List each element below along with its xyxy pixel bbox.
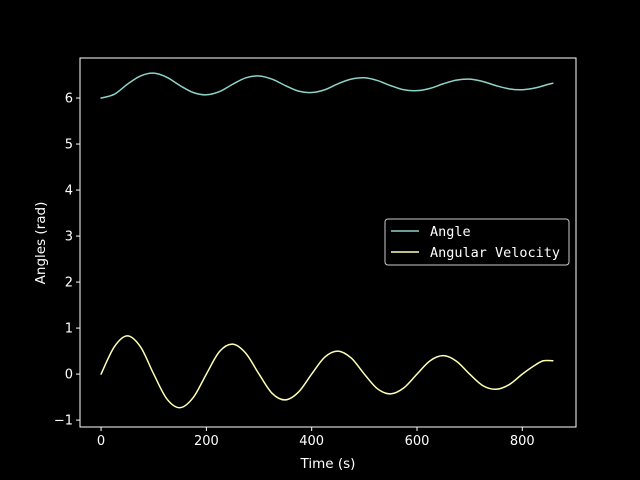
series-line-angle bbox=[100, 72, 554, 99]
legend-label-angular-velocity: Angular Velocity bbox=[430, 245, 560, 261]
x-tick-label: 0 bbox=[97, 434, 105, 449]
y-axis-ticks: −1 0 1 2 3 4 5 6 bbox=[54, 92, 80, 429]
plot-lines bbox=[100, 72, 554, 409]
x-axis-label: Time (s) bbox=[300, 456, 356, 472]
legend-box bbox=[384, 218, 570, 266]
y-tick-label: −1 bbox=[54, 414, 73, 429]
series-line-angular-velocity bbox=[100, 335, 554, 409]
y-tick-label: 4 bbox=[65, 184, 73, 199]
x-tick-label: 800 bbox=[510, 434, 535, 449]
y-tick-label: 1 bbox=[65, 322, 73, 337]
y-tick-label: 5 bbox=[65, 138, 73, 153]
plot-frame bbox=[79, 57, 577, 428]
y-axis-label: Angles (rad) bbox=[33, 202, 49, 285]
legend: Angle Angular Velocity bbox=[384, 218, 570, 266]
y-tick-label: 0 bbox=[65, 368, 73, 383]
y-tick-label: 6 bbox=[65, 92, 73, 107]
x-axis-ticks: 0 200 400 600 800 bbox=[97, 427, 535, 449]
x-tick-label: 400 bbox=[299, 434, 324, 449]
y-tick-label: 3 bbox=[65, 230, 73, 245]
y-tick-label: 2 bbox=[65, 276, 73, 291]
legend-label-angle: Angle bbox=[430, 224, 471, 240]
x-tick-label: 600 bbox=[405, 434, 430, 449]
x-tick-label: 200 bbox=[194, 434, 219, 449]
